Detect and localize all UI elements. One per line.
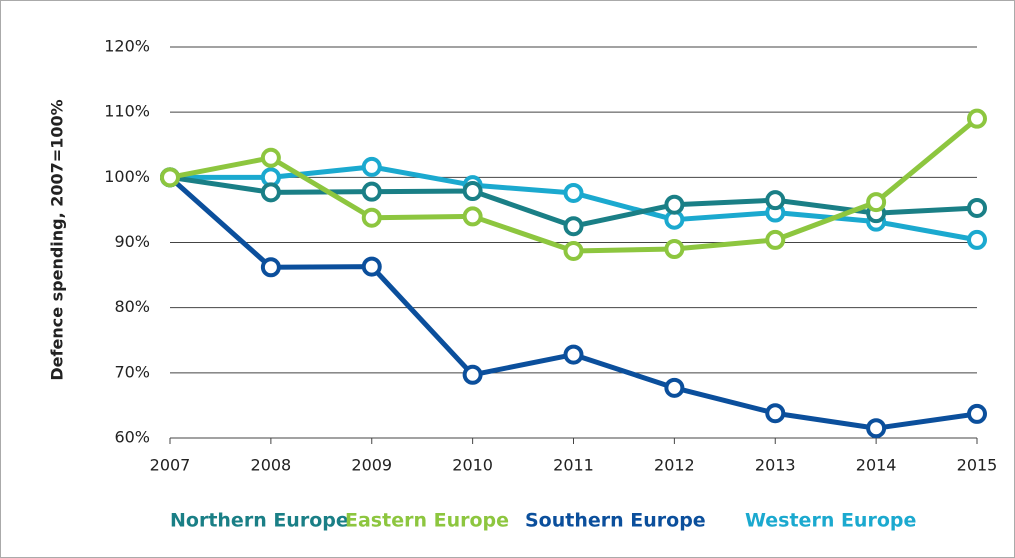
legend-entry: Western Europe bbox=[745, 510, 916, 532]
x-tick-label: 2013 bbox=[755, 456, 796, 475]
point bbox=[563, 344, 584, 365]
point bbox=[361, 156, 382, 177]
legend-entry: Southern Europe bbox=[525, 510, 706, 532]
x-tick-label: 2007 bbox=[150, 456, 191, 475]
x-tick-label: 2009 bbox=[351, 456, 392, 475]
point bbox=[664, 194, 685, 215]
point bbox=[866, 192, 887, 213]
point bbox=[563, 240, 584, 261]
point bbox=[462, 364, 483, 385]
x-tick-label: 2008 bbox=[251, 456, 292, 475]
point bbox=[260, 257, 281, 278]
y-tick-label: 110% bbox=[104, 102, 150, 121]
y-tick-label: 60% bbox=[114, 428, 150, 447]
point bbox=[765, 229, 786, 250]
point bbox=[664, 377, 685, 398]
x-tick-label: 2012 bbox=[654, 456, 695, 475]
x-tick-label: 2011 bbox=[553, 456, 594, 475]
y-tick-label: 90% bbox=[114, 232, 150, 251]
point bbox=[361, 207, 382, 228]
y-tick-label: 80% bbox=[114, 297, 150, 316]
point bbox=[765, 190, 786, 211]
point bbox=[866, 418, 887, 439]
point bbox=[967, 229, 987, 250]
point bbox=[967, 197, 987, 218]
x-tick-label: 2014 bbox=[856, 456, 897, 475]
legend-entry: Eastern Europe bbox=[345, 510, 509, 532]
point bbox=[260, 182, 281, 203]
point bbox=[563, 216, 584, 237]
point bbox=[765, 403, 786, 424]
x-tick-label: 2015 bbox=[957, 456, 998, 475]
x-tick-label: 2010 bbox=[452, 456, 493, 475]
point bbox=[967, 108, 987, 129]
point bbox=[361, 181, 382, 202]
y-tick-label: 70% bbox=[114, 362, 150, 381]
point bbox=[563, 182, 584, 203]
y-tick-label: 100% bbox=[104, 167, 150, 186]
point bbox=[260, 147, 281, 168]
y-axis-label: Defence spending, 2007=100% bbox=[48, 99, 67, 380]
point bbox=[967, 403, 987, 424]
point bbox=[361, 256, 382, 277]
point bbox=[462, 181, 483, 202]
point bbox=[462, 206, 483, 227]
legend-entry: Northern Europe bbox=[170, 510, 349, 532]
point bbox=[664, 239, 685, 260]
point bbox=[160, 167, 180, 188]
y-tick-label: 120% bbox=[104, 37, 150, 56]
